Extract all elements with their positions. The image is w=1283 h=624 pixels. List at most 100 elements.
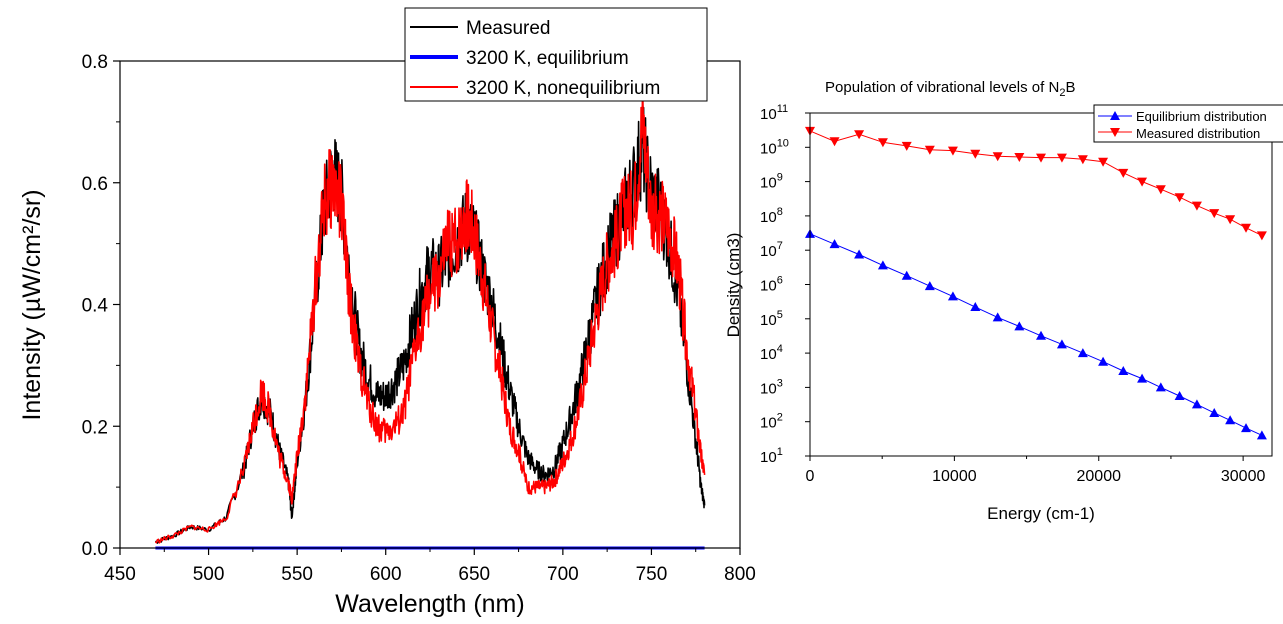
x-tick-label: 550 [281,564,313,585]
y-tick-label: 0.8 [82,52,108,73]
measured-marker-triangle-down-icon [1137,177,1148,187]
equilibrium-marker-triangle-up-icon [1056,339,1067,349]
population-chart-title: Population of vibrational levels of N2B [825,79,1075,99]
measured-marker-triangle-down-icon [1256,231,1267,241]
equilibrium-marker-triangle-up-icon [1209,407,1220,417]
spectrum-x-axis-label: Wavelength (nm) [335,590,524,618]
measured-marker-triangle-down-icon [1225,215,1236,225]
legend-marker-triangle-up-icon [1110,111,1120,120]
spectrum-y-axis-label: Intensity (µW/cm²/sr) [18,189,46,420]
series-line-nonequilibrium [154,82,706,544]
measured-marker-triangle-down-icon [901,141,912,151]
population-chart: Population of vibrational levels of N2B … [724,79,1283,523]
y-tick-label: 107 [760,240,783,260]
y-tick-label: 108 [760,206,783,226]
equilibrium-marker-triangle-up-icon [992,312,1003,322]
x-tick-label: 800 [724,564,756,585]
equilibrium-marker-triangle-up-icon [1241,423,1252,433]
x-tick-label: 600 [370,564,402,585]
population-y-ticks: 101 102 103 104 105 106 107 108 109 1010 1011 [760,103,810,466]
measured-marker-triangle-down-icon [1191,201,1202,211]
measured-marker-triangle-down-icon [947,146,958,156]
population-x-ticks: 0 10000 20000 30000 [806,456,1266,485]
legend-label-nonequilibrium: 3200 K, nonequilibrium [466,78,660,99]
measured-marker-triangle-down-icon [1209,209,1220,219]
y-tick-label: 104 [760,343,783,363]
y-tick-label: 0.2 [82,417,108,438]
equilibrium-marker-triangle-up-icon [1174,391,1185,401]
measured-marker-triangle-down-icon [1077,155,1088,165]
y-tick-label: 1011 [760,103,788,123]
equilibrium-marker-triangle-up-icon [1118,366,1129,376]
measured-marker-triangle-down-icon [992,152,1003,162]
x-tick-label: 650 [458,564,490,585]
measured-marker-triangle-down-icon [1014,153,1025,163]
spectrum-x-ticks: 450 500 550 600 650 700 750 800 [104,548,756,585]
measured-marker-triangle-down-icon [1098,157,1109,167]
y-tick-label: 101 [760,446,783,466]
legend-label-equilibrium-distribution: Equilibrium distribution [1136,109,1267,124]
equilibrium-marker-triangle-up-icon [1191,399,1202,409]
equilibrium-marker-triangle-up-icon [970,302,981,312]
measured-marker-triangle-down-icon [1036,153,1046,163]
legend-label-measured-distribution: Measured distribution [1136,126,1260,141]
x-tick-label: 450 [104,564,136,585]
measured-marker-triangle-down-icon [970,149,981,159]
equilibrium-marker-triangle-up-icon [924,281,935,291]
series-line-measured [154,106,706,544]
x-tick-label: 30000 [1221,468,1266,485]
x-tick-label: 700 [547,564,579,585]
series-line-measured-distribution [809,130,1263,236]
measured-marker-triangle-down-icon [1174,193,1185,203]
x-tick-label: 20000 [1077,468,1122,485]
population-title-suffix: B [1065,79,1075,96]
population-legend: Equilibrium distribution Measured distri… [1093,104,1283,143]
equilibrium-marker-triangle-up-icon [1256,430,1267,440]
spectrum-series-layer [154,82,706,550]
x-tick-label: 0 [806,468,815,485]
y-tick-label: 105 [760,309,783,329]
spectrum-y-ticks: 0.0 0.2 0.4 0.6 0.8 [82,52,120,560]
y-tick-label: 0.0 [82,539,108,560]
y-tick-label: 109 [760,172,783,192]
equilibrium-marker-triangle-up-icon [1098,356,1109,366]
x-tick-label: 500 [193,564,225,585]
measured-marker-triangle-down-icon [829,137,840,147]
population-title-main: Population of vibrational levels of N [825,79,1059,96]
population-legend-frame [1093,104,1283,143]
equilibrium-marker-triangle-up-icon [829,239,840,249]
legend-label-equilibrium: 3200 K, equilibrium [466,48,629,69]
equilibrium-marker-triangle-up-icon [947,291,958,301]
legend-label-measured: Measured [466,18,551,39]
population-x-axis-label: Energy (cm-1) [987,504,1095,523]
measured-marker-triangle-down-icon [1056,153,1067,163]
equilibrium-marker-triangle-up-icon [1225,415,1236,425]
y-tick-label: 0.4 [82,296,109,317]
measured-marker-triangle-down-icon [924,145,935,155]
population-plot-frame [809,112,1273,457]
measured-marker-triangle-down-icon [1155,185,1166,195]
equilibrium-marker-triangle-up-icon [1137,373,1148,383]
x-tick-label: 10000 [932,468,977,485]
legend-marker-triangle-down-icon [1110,128,1120,137]
population-series-layer [805,126,1267,440]
equilibrium-marker-triangle-up-icon [877,260,888,270]
y-tick-label: 103 [760,377,783,397]
y-tick-label: 0.6 [82,174,108,195]
measured-marker-triangle-down-icon [854,130,865,140]
population-title-subscript: 2 [1059,87,1065,99]
spectrum-chart: 450 500 550 600 650 700 750 800 0.0 0.2 0.4 0.6 0.8… [18,7,756,618]
equilibrium-marker-triangle-up-icon [1036,330,1046,340]
spectrum-legend-frame [404,7,708,102]
population-y-axis-label: Density (cm3) [724,233,743,338]
equilibrium-marker-triangle-up-icon [1014,321,1025,331]
equilibrium-marker-triangle-up-icon [1155,382,1166,392]
measured-marker-triangle-down-icon [877,138,888,148]
equilibrium-marker-triangle-up-icon [901,270,912,280]
measured-marker-triangle-down-icon [1118,168,1129,178]
y-tick-label: 1010 [760,137,789,157]
equilibrium-marker-triangle-up-icon [1077,348,1088,358]
equilibrium-marker-triangle-up-icon [854,249,865,259]
spectrum-legend: Measured 3200 K, equilibrium 3200 K, non… [404,7,708,102]
